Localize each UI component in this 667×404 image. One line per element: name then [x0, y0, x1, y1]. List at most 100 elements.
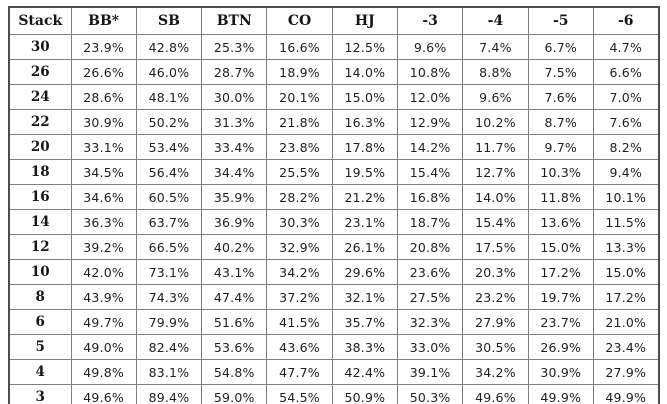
value-cell: 51.6%: [201, 309, 268, 335]
value-cell: 28.2%: [266, 184, 333, 210]
value-cell: 56.4%: [135, 159, 203, 185]
value-cell: 32.1%: [331, 284, 398, 310]
value-cell: 16.3%: [331, 109, 398, 135]
value-cell: 15.0%: [331, 84, 398, 110]
value-cell: 14.0%: [462, 184, 529, 210]
value-cell: 53.6%: [201, 334, 268, 360]
table-row: 26 26.6% 46.0% 28.7% 18.9% 14.0% 10.8% 8.8% 7.5%…: [8, 59, 660, 85]
column-header: Stack: [8, 6, 72, 35]
column-header: CO: [266, 6, 333, 35]
value-cell: 19.7%: [527, 284, 594, 310]
value-cell: 33.1%: [70, 134, 137, 160]
value-cell: 36.3%: [70, 209, 137, 235]
value-cell: 14.0%: [331, 59, 398, 85]
value-cell: 37.2%: [266, 284, 333, 310]
value-cell: 27.9%: [462, 309, 529, 335]
stack-cell: 20: [8, 134, 72, 160]
value-cell: 38.3%: [331, 334, 398, 360]
value-cell: 9.4%: [592, 159, 660, 185]
value-cell: 13.3%: [592, 234, 660, 260]
value-cell: 66.5%: [135, 234, 203, 260]
stack-cell: 6: [8, 309, 72, 335]
value-cell: 43.6%: [266, 334, 333, 360]
value-cell: 42.0%: [70, 259, 137, 285]
value-cell: 42.4%: [331, 359, 398, 385]
column-header: BB*: [70, 6, 137, 35]
value-cell: 10.1%: [592, 184, 660, 210]
value-cell: 47.7%: [266, 359, 333, 385]
value-cell: 7.4%: [462, 34, 529, 60]
value-cell: 11.8%: [527, 184, 594, 210]
value-cell: 43.1%: [201, 259, 268, 285]
value-cell: 10.3%: [527, 159, 594, 185]
value-cell: 36.9%: [201, 209, 268, 235]
table-row: 30 23.9% 42.8% 25.3% 16.6% 12.5% 9.6% 7.4% 6.7% 4…: [8, 34, 660, 60]
stack-cell: 3: [8, 384, 72, 404]
value-cell: 34.5%: [70, 159, 137, 185]
value-cell: 41.5%: [266, 309, 333, 335]
column-header: -5: [527, 6, 594, 35]
column-header: -6: [592, 6, 660, 35]
value-cell: 16.8%: [396, 184, 464, 210]
value-cell: 8.7%: [527, 109, 594, 135]
value-cell: 7.6%: [527, 84, 594, 110]
stack-cell: 26: [8, 59, 72, 85]
value-cell: 15.4%: [396, 159, 464, 185]
stack-cell: 10: [8, 259, 72, 285]
column-header: -4: [462, 6, 529, 35]
stack-cell: 16: [8, 184, 72, 210]
value-cell: 39.2%: [70, 234, 137, 260]
value-cell: 35.9%: [201, 184, 268, 210]
value-cell: 21.2%: [331, 184, 398, 210]
value-cell: 30.0%: [201, 84, 268, 110]
stack-cell: 12: [8, 234, 72, 260]
value-cell: 12.5%: [331, 34, 398, 60]
value-cell: 23.1%: [331, 209, 398, 235]
stack-cell: 22: [8, 109, 72, 135]
value-cell: 54.8%: [201, 359, 268, 385]
value-cell: 16.6%: [266, 34, 333, 60]
value-cell: 59.0%: [201, 384, 268, 404]
value-cell: 53.4%: [135, 134, 203, 160]
value-cell: 79.9%: [135, 309, 203, 335]
value-cell: 20.3%: [462, 259, 529, 285]
value-cell: 7.6%: [592, 109, 660, 135]
value-cell: 49.7%: [70, 309, 137, 335]
value-cell: 34.2%: [266, 259, 333, 285]
value-cell: 19.5%: [331, 159, 398, 185]
value-cell: 18.7%: [396, 209, 464, 235]
value-cell: 23.4%: [592, 334, 660, 360]
value-cell: 42.8%: [135, 34, 203, 60]
value-cell: 50.2%: [135, 109, 203, 135]
value-cell: 11.5%: [592, 209, 660, 235]
table-row: 4 49.8% 83.1% 54.8% 47.7% 42.4% 39.1% 34.2% 30.9…: [8, 359, 660, 385]
value-cell: 7.5%: [527, 59, 594, 85]
value-cell: 18.9%: [266, 59, 333, 85]
stack-cell: 18: [8, 159, 72, 185]
value-cell: 35.7%: [331, 309, 398, 335]
stack-cell: 5: [8, 334, 72, 360]
column-header: -3: [396, 6, 464, 35]
value-cell: 46.0%: [135, 59, 203, 85]
value-cell: 74.3%: [135, 284, 203, 310]
value-cell: 17.5%: [462, 234, 529, 260]
value-cell: 25.5%: [266, 159, 333, 185]
stack-cell: 4: [8, 359, 72, 385]
value-cell: 49.6%: [462, 384, 529, 404]
value-cell: 30.5%: [462, 334, 529, 360]
value-cell: 13.6%: [527, 209, 594, 235]
value-cell: 34.6%: [70, 184, 137, 210]
stack-cell: 14: [8, 209, 72, 235]
value-cell: 49.9%: [527, 384, 594, 404]
table-row: 3 49.6% 89.4% 59.0% 54.5% 50.9% 50.3% 49.6% 49.9…: [8, 384, 660, 404]
value-cell: 33.0%: [396, 334, 464, 360]
table-row: 22 30.9% 50.2% 31.3% 21.8% 16.3% 12.9% 10.2% 8.7…: [8, 109, 660, 135]
value-cell: 32.3%: [396, 309, 464, 335]
value-cell: 47.4%: [201, 284, 268, 310]
value-cell: 12.7%: [462, 159, 529, 185]
stack-cell: 30: [8, 34, 72, 60]
value-cell: 34.4%: [201, 159, 268, 185]
table-row: 16 34.6% 60.5% 35.9% 28.2% 21.2% 16.8% 14.0% 11.…: [8, 184, 660, 210]
table-row: 14 36.3% 63.7% 36.9% 30.3% 23.1% 18.7% 15.4% 13.…: [8, 209, 660, 235]
